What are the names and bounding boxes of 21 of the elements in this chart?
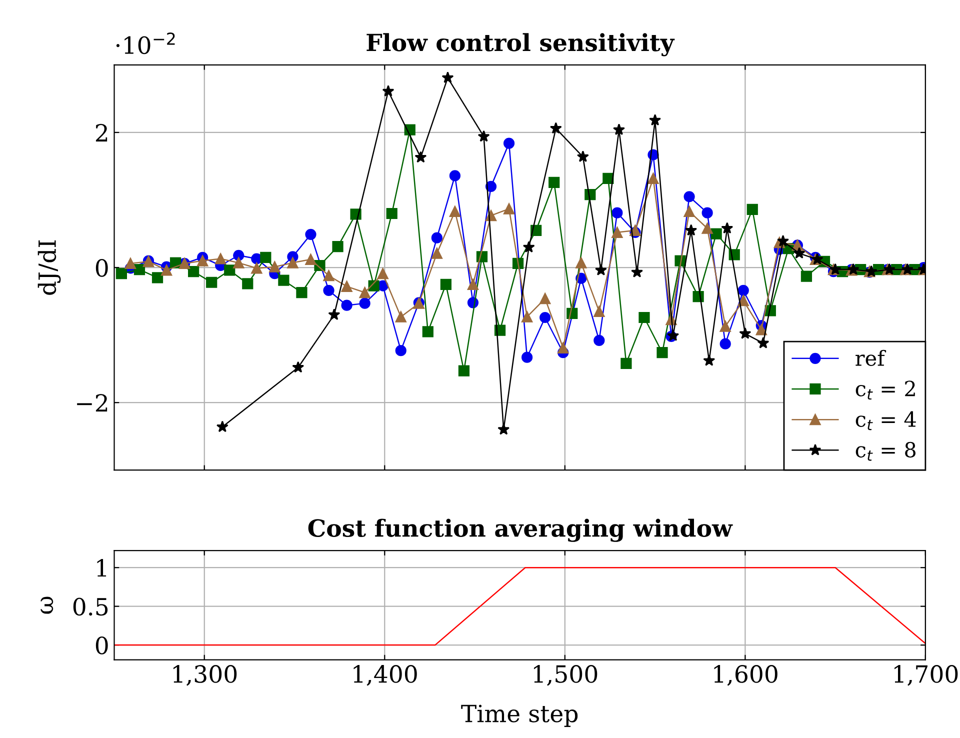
x-tick-label: 1,300: [173, 665, 237, 686]
y-tick-label: 2: [96, 124, 108, 142]
y-tick-label: −2: [77, 394, 108, 412]
legend-label: c$_{t}$ = 8: [856, 442, 916, 461]
x-axis-title: Time step: [461, 704, 578, 727]
y-tick-label: 0: [96, 636, 108, 654]
chart-title: Cost function averaging window: [308, 518, 733, 542]
y-tick-label: 0.5: [73, 598, 108, 616]
y-tick-label: 0: [96, 258, 108, 277]
chart-title: Flow control sensitivity: [366, 33, 675, 56]
y-tick-label: 1: [97, 559, 106, 577]
legend-label: c$_{t}$ = 2: [856, 380, 915, 400]
x-tick-label: 1,400: [354, 665, 417, 686]
y-axis-title: ω: [40, 596, 54, 614]
x-tick-label: 1,500: [534, 665, 598, 686]
legend-label: ref: [856, 350, 886, 366]
text: ·10$^{−2}$: [116, 32, 175, 54]
x-tick-label: 1,600: [714, 665, 778, 686]
x-tick-label: 1,700: [894, 665, 958, 686]
legend-label: c$_{t}$ = 4: [856, 411, 916, 430]
y-axis-title: dJ/dI: [38, 240, 61, 295]
